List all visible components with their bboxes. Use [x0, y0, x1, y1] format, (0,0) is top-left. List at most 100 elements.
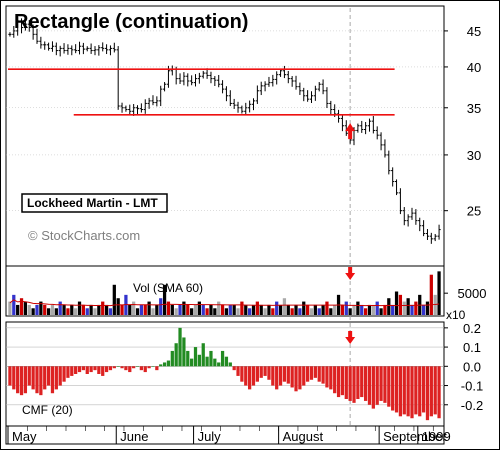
price-bar	[46, 42, 51, 51]
month-label: August	[283, 429, 324, 444]
cmf-bar	[402, 366, 406, 415]
cmf-bar	[406, 366, 410, 417]
volume-bar	[224, 308, 229, 315]
price-bar	[147, 97, 151, 109]
cmf-bar	[325, 366, 329, 388]
price-bar	[50, 41, 55, 52]
price-tick-label: 35	[467, 101, 481, 116]
cmf-bar	[132, 366, 136, 369]
price-bar	[159, 85, 163, 107]
volume-bar	[205, 308, 209, 315]
volume-bar	[267, 304, 271, 315]
volume-bar	[101, 301, 105, 315]
volume-sma-line	[9, 299, 440, 307]
volume-bar	[116, 298, 120, 315]
cmf-bar	[77, 366, 82, 373]
price-bar	[143, 99, 147, 114]
volume-bar	[166, 301, 171, 315]
volume-bar	[344, 301, 348, 315]
cmf-bar	[240, 366, 244, 382]
volume-bar	[298, 308, 302, 315]
breakout-up-arrow	[345, 123, 356, 140]
cmf-bar	[224, 356, 229, 367]
price-bar	[108, 45, 113, 56]
price-bar	[394, 179, 399, 196]
price-bar	[248, 100, 252, 113]
price-bar	[8, 32, 12, 37]
cmf-bar	[66, 366, 70, 378]
volume-bar	[379, 308, 383, 315]
cmf-bar	[19, 366, 24, 396]
cmf-bar	[429, 366, 433, 417]
price-tick-label: 45	[467, 24, 481, 39]
price-bar	[54, 42, 58, 56]
price-bar	[81, 42, 85, 55]
volume-bar	[275, 301, 279, 315]
volume-bar	[394, 291, 399, 315]
cmf-bar	[35, 366, 39, 394]
cmf-bar	[139, 366, 144, 371]
cmf-bar	[356, 366, 360, 399]
volume-bar	[159, 298, 163, 315]
price-bar	[132, 104, 136, 116]
volume-bar	[85, 308, 89, 315]
cmf-bar	[116, 366, 120, 367]
cmf-bar	[286, 366, 290, 384]
cmf-bar	[360, 366, 364, 398]
price-bar	[116, 46, 120, 110]
price-bar	[232, 98, 236, 109]
volume-bar	[89, 304, 93, 315]
price-bars	[8, 17, 441, 244]
cmf-bar	[108, 366, 113, 371]
volume-bar	[398, 294, 403, 315]
cmf-bar	[290, 366, 294, 388]
cmf-bar	[367, 366, 372, 405]
volume-bar	[406, 298, 410, 315]
volume-bar	[39, 301, 43, 315]
cmf-bar	[228, 362, 232, 367]
cmf-bar	[39, 366, 43, 396]
volume-bar	[193, 304, 198, 315]
volume-bar	[317, 308, 321, 315]
price-bar	[251, 98, 256, 111]
volume-bar	[201, 304, 205, 315]
volume-bar	[54, 308, 58, 315]
cmf-bar	[333, 366, 337, 394]
cmf-bar	[340, 366, 345, 396]
annotation-lines	[8, 68, 395, 344]
cmf-bar	[421, 366, 426, 413]
price-bar	[410, 207, 414, 220]
volume-bar	[329, 308, 333, 315]
volume-bar	[147, 301, 151, 315]
volume-bar	[255, 301, 259, 315]
cmf-bar	[197, 354, 201, 367]
cmf-bar	[97, 366, 101, 374]
cmf-bar	[213, 358, 217, 367]
volume-bar	[213, 308, 217, 315]
price-bar	[193, 74, 198, 87]
cmf-bar	[27, 366, 31, 386]
volume-bar	[23, 301, 28, 315]
price-bar	[309, 91, 314, 103]
cmf-bar	[248, 366, 252, 390]
price-bar	[104, 44, 109, 55]
price-bar	[387, 150, 391, 175]
cmf-bar	[120, 366, 124, 369]
price-bar	[85, 46, 89, 52]
price-bar	[128, 104, 132, 115]
price-bar	[155, 96, 159, 107]
price-bar	[135, 105, 140, 115]
volume-bar	[12, 294, 16, 315]
volume-bar	[294, 304, 298, 315]
cmf-bar	[271, 366, 275, 386]
cmf-bar	[294, 366, 298, 392]
price-bar	[139, 103, 143, 113]
volume-bar	[402, 301, 406, 315]
price-bar	[120, 102, 124, 113]
price-bar	[43, 41, 47, 50]
stock-label-box	[21, 193, 168, 213]
price-bar	[39, 36, 43, 49]
month-label: June	[120, 429, 148, 444]
cmf-bar	[220, 350, 225, 367]
